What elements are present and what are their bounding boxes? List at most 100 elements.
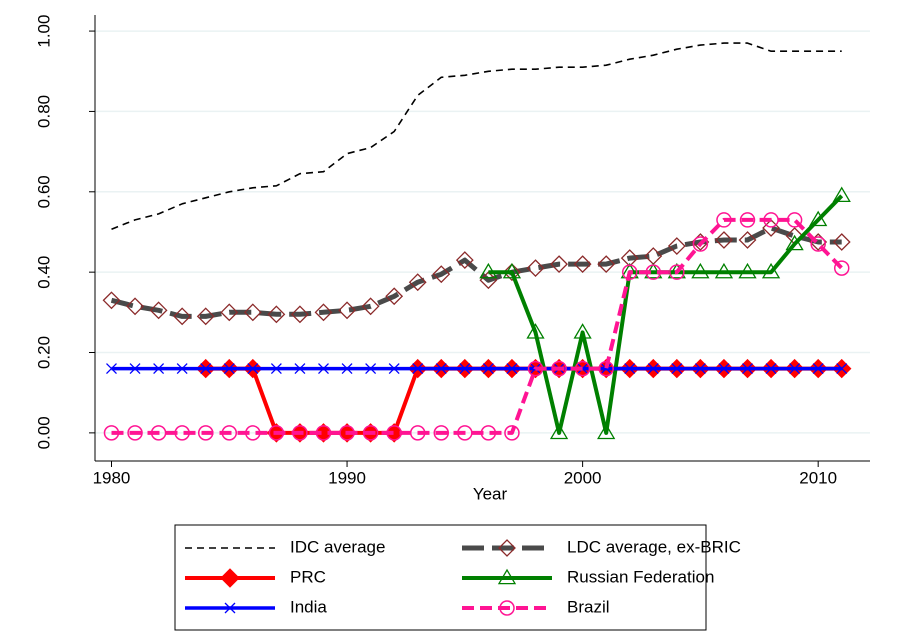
point xyxy=(833,260,850,276)
point xyxy=(810,236,826,252)
point xyxy=(647,363,659,375)
point xyxy=(455,251,474,270)
point xyxy=(718,363,730,375)
legend-marker xyxy=(220,568,240,588)
point xyxy=(832,233,851,251)
point xyxy=(716,212,732,228)
x-axis-label: Year xyxy=(473,484,508,503)
point xyxy=(691,262,710,279)
point xyxy=(223,363,235,375)
point xyxy=(361,297,380,316)
point xyxy=(742,363,753,375)
point xyxy=(667,262,686,279)
point xyxy=(549,423,569,440)
point xyxy=(480,425,497,441)
point xyxy=(221,425,238,441)
point xyxy=(339,425,355,441)
point xyxy=(412,363,424,375)
point xyxy=(739,212,756,228)
x-tick-label: 2000 xyxy=(564,468,602,487)
legend-label: PRC xyxy=(290,567,326,586)
y-tick-label: 0.60 xyxy=(34,175,53,208)
point xyxy=(292,425,308,441)
point xyxy=(243,303,262,322)
point xyxy=(408,273,427,292)
point xyxy=(432,265,451,284)
point xyxy=(153,363,165,375)
point xyxy=(789,363,801,375)
point xyxy=(318,363,329,375)
point xyxy=(150,425,167,441)
series-line xyxy=(111,217,844,435)
point xyxy=(270,363,282,375)
point xyxy=(197,425,214,441)
point xyxy=(362,425,379,441)
point xyxy=(435,363,447,375)
point xyxy=(268,425,285,441)
point xyxy=(598,360,614,377)
point xyxy=(506,363,518,375)
legend-label: IDC average xyxy=(290,537,385,556)
point xyxy=(715,231,733,249)
point xyxy=(196,307,215,326)
point xyxy=(200,363,212,375)
point xyxy=(785,234,804,251)
point xyxy=(620,249,639,268)
point xyxy=(127,425,143,441)
point xyxy=(386,425,402,441)
point xyxy=(388,363,400,375)
point xyxy=(291,305,309,324)
point xyxy=(504,425,520,441)
point xyxy=(385,287,404,306)
legend-marker xyxy=(224,602,236,614)
legend-marker xyxy=(499,600,515,616)
point xyxy=(338,301,356,320)
series-line xyxy=(110,225,842,319)
point xyxy=(482,363,494,375)
point xyxy=(247,363,259,375)
point xyxy=(714,262,734,279)
point xyxy=(527,360,544,377)
point xyxy=(433,425,450,441)
point xyxy=(667,237,686,255)
point xyxy=(267,305,286,324)
point xyxy=(624,363,636,375)
y-tick-label: 0.80 xyxy=(34,95,53,128)
x-tick-label: 1990 xyxy=(328,468,366,487)
point xyxy=(832,186,851,203)
point xyxy=(314,303,333,322)
point xyxy=(126,297,144,316)
point xyxy=(671,363,683,375)
point xyxy=(573,323,592,339)
y-tick-label: 0.40 xyxy=(34,256,53,289)
point xyxy=(457,425,473,441)
point xyxy=(645,264,662,280)
y-tick-label: 1.00 xyxy=(34,15,53,48)
point xyxy=(479,262,498,279)
point xyxy=(600,363,612,375)
x-tick-label: 1980 xyxy=(93,468,131,487)
point xyxy=(786,212,803,228)
point xyxy=(174,425,190,441)
point xyxy=(597,423,616,440)
x-tick-label: 2010 xyxy=(799,468,837,487)
legend-marker xyxy=(498,539,516,557)
point xyxy=(220,303,239,322)
series-line xyxy=(111,42,842,230)
point xyxy=(761,262,781,279)
point xyxy=(103,425,120,441)
point xyxy=(245,425,261,441)
point xyxy=(765,363,777,375)
point xyxy=(573,255,592,274)
point xyxy=(738,231,757,249)
point xyxy=(809,210,828,227)
point xyxy=(551,360,567,377)
y-tick-label: 0.00 xyxy=(34,416,53,449)
point xyxy=(503,263,521,282)
point xyxy=(459,363,471,375)
point xyxy=(409,425,426,441)
point xyxy=(526,323,545,339)
point xyxy=(692,236,709,252)
point xyxy=(365,363,377,375)
